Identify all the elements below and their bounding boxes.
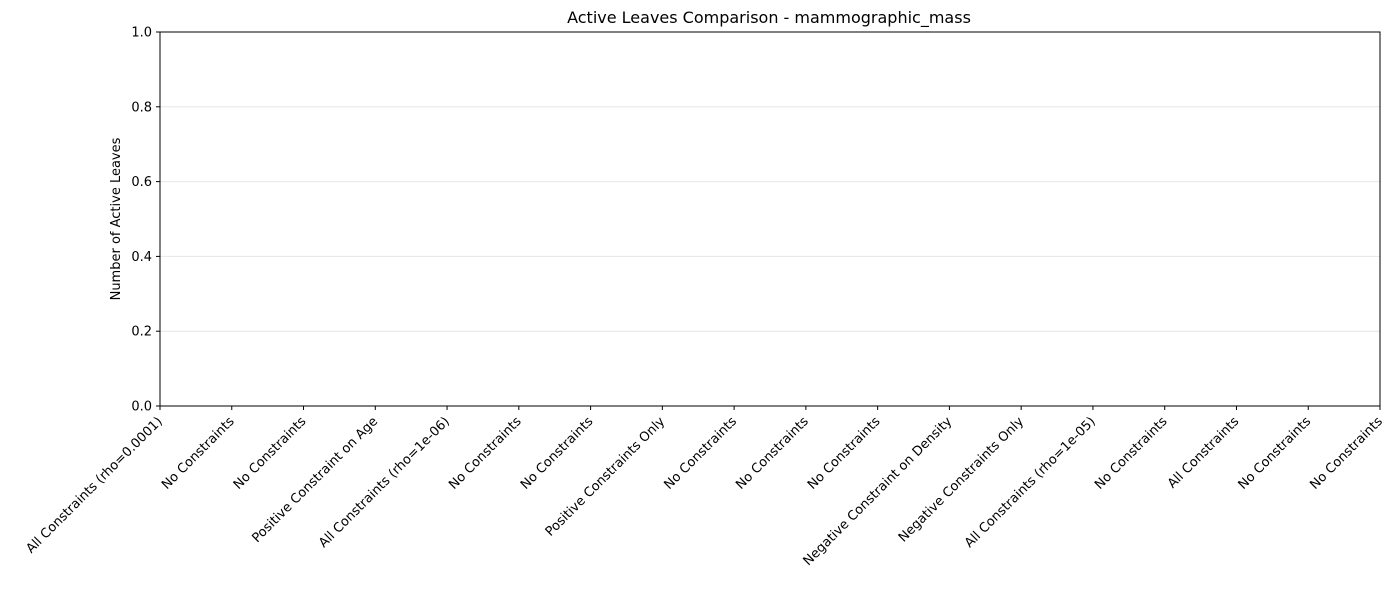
x-tick-label: No Constraints xyxy=(159,414,238,493)
y-tick-label: 0.6 xyxy=(131,175,152,190)
x-axis-ticks: All Constraints (rho=0.0001)No Constrain… xyxy=(23,406,1386,569)
y-axis-label: Number of Active Leaves xyxy=(109,137,124,300)
x-tick-label: No Constraints xyxy=(661,414,740,493)
x-tick-label: All Constraints xyxy=(1165,414,1243,492)
x-tick-label: No Constraints xyxy=(231,414,310,493)
x-tick-label: All Constraints (rho=1e-05) xyxy=(962,414,1099,551)
x-tick-label: Negative Constraints Only xyxy=(896,414,1027,545)
x-tick-label: All Constraints (rho=0.0001) xyxy=(23,414,165,556)
y-tick-label: 0.8 xyxy=(131,100,152,115)
y-tick-label: 0.0 xyxy=(131,400,152,415)
x-tick-label: No Constraints xyxy=(805,414,884,493)
x-tick-label: No Constraints xyxy=(1307,414,1386,493)
x-tick-label: No Constraints xyxy=(518,414,597,493)
x-tick-label: Positive Constraint on Age xyxy=(249,414,381,546)
y-tick-label: 0.4 xyxy=(131,250,152,265)
plot-area xyxy=(159,31,1381,407)
y-tick-label: 0.2 xyxy=(131,325,152,340)
x-tick-label: No Constraints xyxy=(446,414,525,493)
x-tick-label: All Constraints (rho=1e-06) xyxy=(316,414,453,551)
x-tick-label: No Constraints xyxy=(733,414,812,493)
x-tick-label: Negative Constraint on Density xyxy=(801,414,956,569)
x-tick-label: No Constraints xyxy=(1236,414,1315,493)
x-tick-label: Positive Constraints Only xyxy=(543,414,669,540)
y-tick-label: 1.0 xyxy=(131,26,152,41)
y-axis-ticks: 0.0 0.2 0.4 0.6 0.8 1.0 xyxy=(131,26,160,415)
grid-lines xyxy=(160,106,1380,332)
chart-title: Active Leaves Comparison - mammographic_… xyxy=(567,8,971,28)
x-tick-label: No Constraints xyxy=(1092,414,1171,493)
